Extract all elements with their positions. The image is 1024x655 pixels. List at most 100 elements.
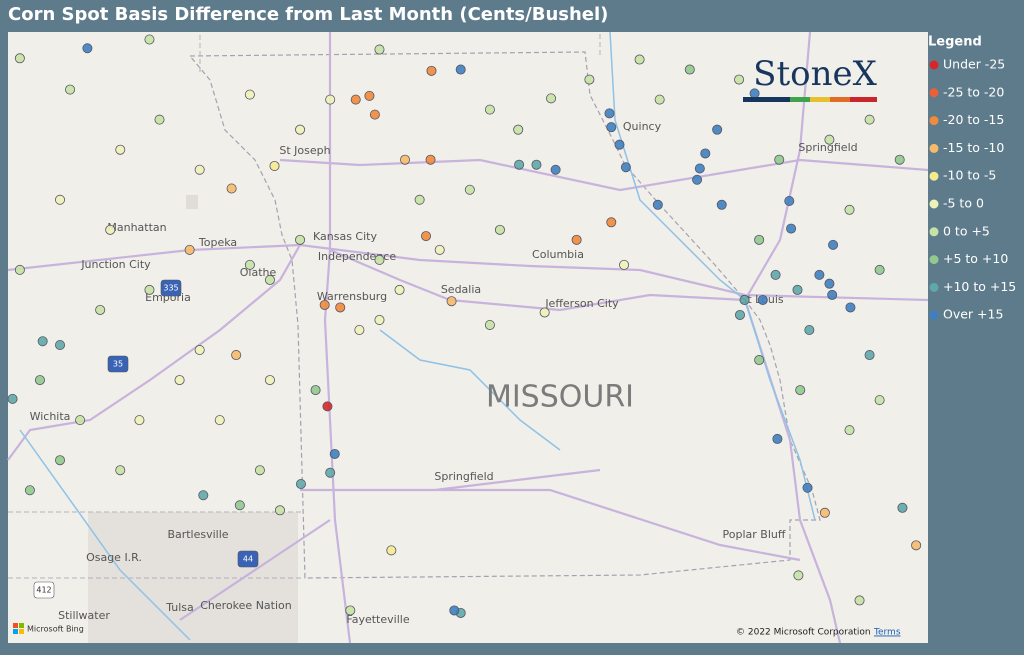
data-point [325,467,336,478]
legend-label: +5 to +10 [943,251,1008,266]
data-point [804,324,815,335]
data-point [274,505,285,516]
data-point [374,314,385,325]
data-point [144,34,155,45]
legend-label: Under -25 [943,57,1005,72]
place-label: Independence [318,250,396,263]
data-point [739,294,750,305]
legend-swatch [929,60,939,70]
legend-label: -15 to -10 [943,140,1004,155]
legend-swatch [929,255,939,265]
title: Corn Spot Basis Difference from Last Mon… [8,4,608,25]
shield-label: 335 [163,284,178,293]
data-point [24,485,35,496]
legend-swatch [929,116,939,126]
data-point [350,94,361,105]
data-point [514,159,525,170]
data-point [264,375,275,386]
legend-title: Legend [928,35,982,50]
data-point [484,319,495,330]
data-point [55,340,66,351]
data-point [244,89,255,100]
map-features [7,31,929,644]
legend-label: 0 to +5 [943,223,990,238]
data-point [874,264,885,275]
terms-link[interactable]: Terms [873,628,901,638]
place-label: Tulsa [165,601,194,614]
data-point [394,284,405,295]
data-point [226,183,237,194]
data-point [319,299,330,310]
place-label: Stillwater [58,609,110,622]
data-point [295,234,306,245]
data-point [198,490,209,501]
shield-label: 35 [113,360,123,369]
legend-swatch [929,143,939,153]
data-point [614,139,625,150]
data-point [652,199,663,210]
data-point [824,278,835,289]
data-point [700,148,711,159]
data-point [824,134,835,145]
logo-text: StoneX [753,54,877,94]
data-point [531,159,542,170]
place-label: Fayetteville [346,613,409,626]
data-point [911,540,922,551]
data-point [234,500,245,511]
place-label: St Joseph [279,144,330,157]
data-point [814,269,825,280]
data-point [295,124,306,135]
legend-label: -10 to -5 [943,168,996,183]
data-point [484,104,495,115]
data-point [449,605,460,616]
data-point [854,595,865,606]
data-point [606,217,617,228]
data-point [455,64,466,75]
place-label: Topeka [198,236,237,249]
data-point [795,385,806,396]
place-label: Wichita [30,410,71,423]
data-point [844,204,855,215]
data-point [264,274,275,285]
data-point [434,244,445,255]
data-point [329,448,340,459]
data-point [65,84,76,95]
data-point [154,114,165,125]
place-label: Osage I.R. [86,551,142,564]
data-point [369,109,380,120]
legend-swatch [929,171,939,181]
legend-swatch [929,310,939,320]
data-point [194,164,205,175]
data-point [386,545,397,556]
state-label: MISSOURI [486,380,634,415]
data-point [634,54,645,65]
data-point [354,324,365,335]
legend-swatch [929,199,939,209]
data-point [784,196,795,207]
data-point [105,224,116,235]
place-label: Bartlesville [167,528,228,541]
data-point [55,455,66,466]
data-point [82,43,93,54]
data-point [295,478,306,489]
legend: Under -25 -25 to -20 -20 to -15 -15 to -10 -… [929,57,1016,322]
data-point [754,234,765,245]
data-point [539,307,550,318]
data-point [712,124,723,135]
data-point [550,164,561,175]
data-point [571,234,582,245]
data-point [325,94,336,105]
data-point [421,231,432,242]
place-label: Poplar Bluff [723,528,786,541]
place-label: Quincy [623,120,662,133]
data-point [144,284,155,295]
data-point [827,289,838,300]
shield [107,355,129,373]
place-label: Kansas City [313,230,377,243]
legend-swatch [929,282,939,292]
data-point [757,294,768,305]
data-point [734,309,745,320]
data-point [322,401,333,412]
data-point [654,94,665,105]
shield-label: 412 [36,586,51,595]
